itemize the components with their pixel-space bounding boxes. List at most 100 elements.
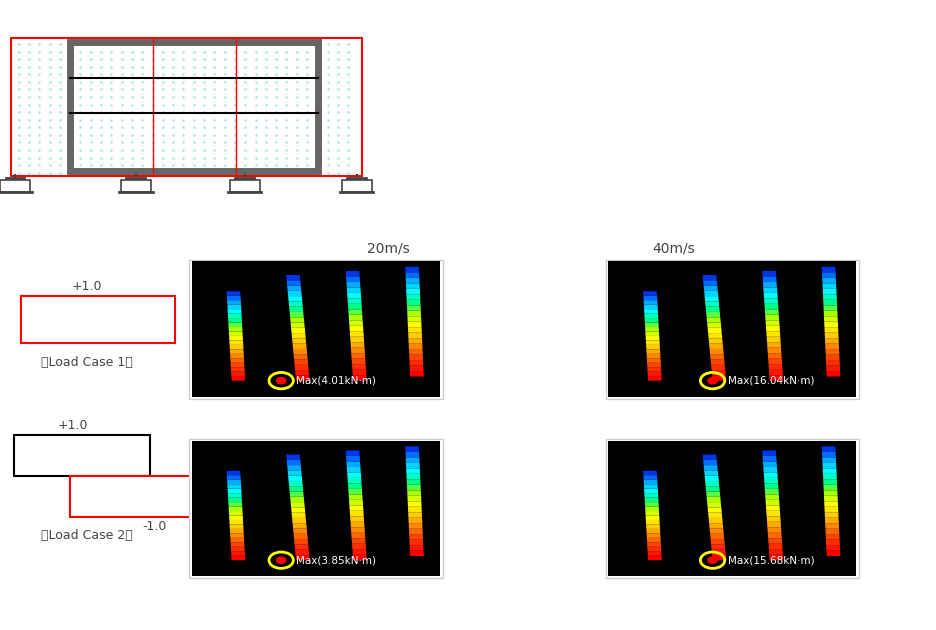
Polygon shape xyxy=(229,345,243,350)
Polygon shape xyxy=(230,358,244,363)
Polygon shape xyxy=(707,318,721,323)
Polygon shape xyxy=(231,556,245,560)
Polygon shape xyxy=(292,518,306,524)
Polygon shape xyxy=(825,322,838,327)
Polygon shape xyxy=(346,456,360,461)
Polygon shape xyxy=(648,367,661,372)
Polygon shape xyxy=(231,551,245,556)
Polygon shape xyxy=(352,549,366,554)
Polygon shape xyxy=(768,544,782,549)
Polygon shape xyxy=(349,320,363,326)
Polygon shape xyxy=(710,534,724,539)
Polygon shape xyxy=(766,326,780,331)
Polygon shape xyxy=(348,483,362,489)
Bar xyxy=(121,180,151,192)
Polygon shape xyxy=(410,551,424,556)
Polygon shape xyxy=(705,296,719,301)
Polygon shape xyxy=(286,280,300,285)
Polygon shape xyxy=(645,507,659,511)
Polygon shape xyxy=(647,534,661,538)
Polygon shape xyxy=(709,349,724,354)
Text: 〈Load Case 1〉: 〈Load Case 1〉 xyxy=(41,356,133,369)
Polygon shape xyxy=(768,527,782,533)
Polygon shape xyxy=(824,311,838,316)
Text: +1.0: +1.0 xyxy=(72,280,102,293)
Polygon shape xyxy=(409,344,422,349)
Polygon shape xyxy=(710,354,724,360)
Polygon shape xyxy=(347,299,361,304)
Polygon shape xyxy=(295,370,309,375)
Polygon shape xyxy=(644,484,658,489)
Polygon shape xyxy=(646,524,660,529)
Polygon shape xyxy=(707,323,722,328)
Polygon shape xyxy=(647,363,661,367)
Bar xyxy=(189,260,443,399)
Polygon shape xyxy=(769,375,783,381)
Polygon shape xyxy=(644,493,658,498)
Polygon shape xyxy=(826,360,840,365)
Polygon shape xyxy=(644,479,657,484)
Polygon shape xyxy=(229,336,243,340)
Polygon shape xyxy=(764,293,778,299)
Polygon shape xyxy=(405,267,419,272)
Polygon shape xyxy=(290,318,304,323)
Polygon shape xyxy=(352,538,366,544)
Polygon shape xyxy=(289,486,303,491)
Polygon shape xyxy=(824,306,838,311)
Text: +1.0: +1.0 xyxy=(58,418,88,432)
Polygon shape xyxy=(824,496,838,501)
Bar xyxy=(606,260,859,399)
Polygon shape xyxy=(294,534,308,539)
Polygon shape xyxy=(826,349,840,355)
Polygon shape xyxy=(767,331,781,337)
Polygon shape xyxy=(351,348,365,353)
Polygon shape xyxy=(711,370,725,375)
Polygon shape xyxy=(644,309,658,314)
Polygon shape xyxy=(230,529,243,534)
Polygon shape xyxy=(822,457,836,463)
Polygon shape xyxy=(407,490,421,496)
Polygon shape xyxy=(352,370,366,375)
Polygon shape xyxy=(764,299,778,304)
Polygon shape xyxy=(231,376,245,381)
Polygon shape xyxy=(645,502,659,507)
Polygon shape xyxy=(408,507,422,512)
Polygon shape xyxy=(349,500,363,505)
Bar xyxy=(21,296,175,343)
Polygon shape xyxy=(826,529,840,534)
Polygon shape xyxy=(646,345,660,350)
Polygon shape xyxy=(410,545,424,551)
Circle shape xyxy=(276,377,285,384)
Bar xyxy=(192,261,440,397)
Polygon shape xyxy=(229,520,243,524)
Bar xyxy=(189,439,443,578)
Polygon shape xyxy=(762,450,776,456)
Polygon shape xyxy=(645,498,659,502)
Polygon shape xyxy=(347,478,361,483)
Polygon shape xyxy=(351,533,365,538)
Polygon shape xyxy=(348,489,362,495)
Polygon shape xyxy=(348,315,362,320)
Polygon shape xyxy=(293,529,307,534)
Polygon shape xyxy=(764,472,778,478)
Polygon shape xyxy=(824,485,838,490)
Polygon shape xyxy=(712,375,726,381)
Polygon shape xyxy=(230,350,243,354)
Polygon shape xyxy=(824,490,838,496)
Polygon shape xyxy=(289,307,303,312)
Text: -1.0: -1.0 xyxy=(142,520,167,533)
Polygon shape xyxy=(703,275,717,280)
Polygon shape xyxy=(823,474,837,479)
Bar xyxy=(11,38,362,176)
Text: 〈Load Case 2〉: 〈Load Case 2〉 xyxy=(41,529,133,542)
Bar xyxy=(192,441,440,576)
Polygon shape xyxy=(348,495,362,500)
Polygon shape xyxy=(228,318,242,323)
Polygon shape xyxy=(646,340,660,345)
Text: Max(15.68kN·m): Max(15.68kN·m) xyxy=(727,555,814,565)
Polygon shape xyxy=(350,331,364,337)
Polygon shape xyxy=(824,316,838,322)
Polygon shape xyxy=(825,501,838,507)
Polygon shape xyxy=(823,294,837,300)
Polygon shape xyxy=(705,476,719,481)
